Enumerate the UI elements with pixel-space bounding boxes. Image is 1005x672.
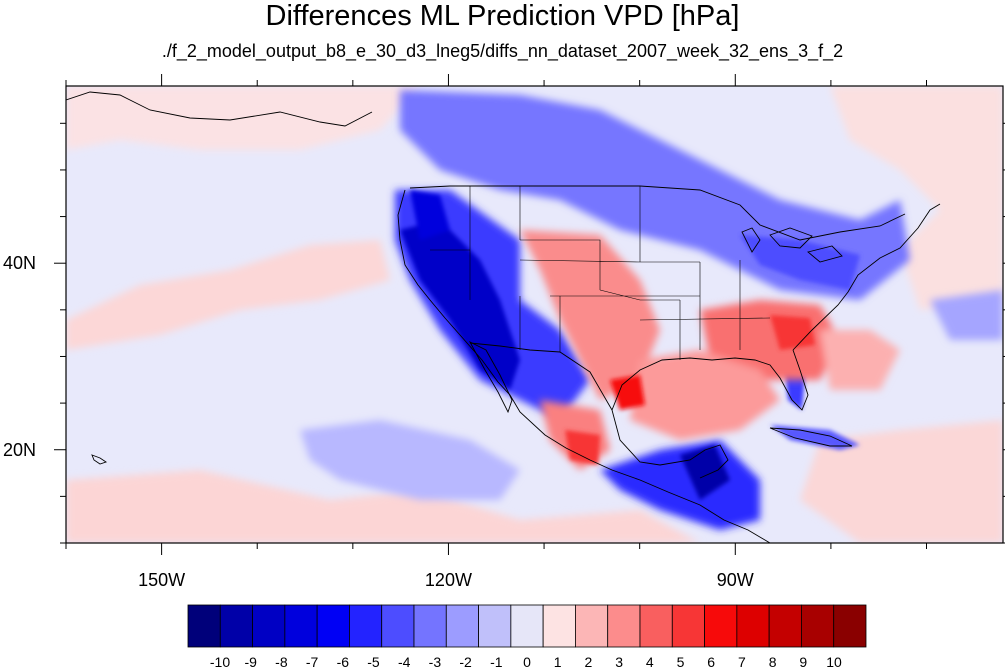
coastlines-and-borders bbox=[66, 91, 941, 543]
map-title: Differences ML Prediction VPD [hPa] bbox=[265, 0, 740, 32]
us-canada-border bbox=[409, 185, 906, 241]
us-mexico-border bbox=[469, 342, 613, 411]
colorbar-swatch bbox=[316, 604, 350, 648]
colorbar-label: 0 bbox=[523, 654, 531, 670]
field-red-plains bbox=[520, 230, 660, 400]
colorbar-swatch bbox=[219, 604, 253, 648]
field-pink-caribbean bbox=[800, 420, 1003, 543]
us-east-coast bbox=[792, 203, 941, 351]
colorbar-label: 1 bbox=[553, 654, 562, 670]
baja-california bbox=[468, 340, 513, 414]
colorbar-label: 8 bbox=[768, 654, 777, 670]
colorbar-swatch bbox=[671, 604, 705, 648]
difference-field bbox=[66, 86, 1003, 543]
colorbar-label: -1 bbox=[490, 654, 503, 670]
colorbar-label: -3 bbox=[428, 654, 442, 670]
colorbar-swatch bbox=[252, 604, 286, 648]
field-blue-pacific-southwest bbox=[300, 420, 520, 500]
field-pink-atlantic bbox=[830, 86, 1003, 310]
field-pink-pacific-west bbox=[66, 240, 390, 350]
gulf-of-mexico-coast bbox=[611, 349, 809, 411]
field-darkred-mexico-coast bbox=[565, 430, 600, 465]
colorbar-label: -8 bbox=[275, 654, 288, 670]
map-tick-marks bbox=[54, 74, 1005, 555]
map-subtitle: ./f_2_model_output_b8_e_30_d3_lneg5/diff… bbox=[161, 41, 844, 61]
colorbar-swatch bbox=[768, 604, 802, 648]
colorbar-swatch bbox=[510, 604, 544, 648]
lat-tick-label: 40N bbox=[2, 253, 36, 274]
colorbar-swatch bbox=[639, 604, 673, 648]
great-lakes bbox=[741, 227, 843, 263]
colorbar-swatch bbox=[187, 604, 221, 648]
colorbar-label: -7 bbox=[305, 654, 319, 670]
colorbar-swatch bbox=[381, 604, 415, 648]
colorbar-swatch bbox=[704, 604, 738, 648]
colorbar-label: -6 bbox=[336, 654, 350, 670]
colorbar-swatch bbox=[736, 604, 770, 648]
field-red-atlantic-east bbox=[820, 330, 900, 390]
colorbar-label: 9 bbox=[799, 654, 808, 670]
colorbar-label: 4 bbox=[645, 654, 654, 670]
colorbar-label: -5 bbox=[367, 654, 380, 670]
field-darkblue-california bbox=[400, 220, 520, 390]
field-pink-south-pacific bbox=[66, 470, 700, 543]
lon-tick-label: 120W bbox=[424, 570, 472, 590]
field-darkred-carolinas bbox=[770, 315, 815, 350]
colorbar-label: 3 bbox=[615, 654, 623, 670]
lon-tick-label: 150W bbox=[138, 570, 186, 590]
colorbar-swatch bbox=[413, 604, 447, 648]
field-darkblue-nwcoast bbox=[410, 190, 450, 240]
colorbar-label: -9 bbox=[244, 654, 257, 670]
map-frame bbox=[65, 85, 1004, 544]
colorbar-swatch bbox=[478, 604, 512, 648]
colorbar-swatch bbox=[575, 604, 609, 648]
colorbar-label: 7 bbox=[737, 654, 746, 670]
cuba bbox=[769, 427, 853, 447]
field-darkred-texas bbox=[610, 375, 645, 410]
colorbar-label: 6 bbox=[707, 654, 716, 670]
colorbar-swatch bbox=[833, 604, 867, 648]
colorbar-swatch bbox=[284, 604, 318, 648]
colorbar-label: 5 bbox=[676, 654, 685, 670]
hawaii bbox=[91, 454, 108, 465]
colorbar-swatch bbox=[801, 604, 835, 648]
colorbar-label: 2 bbox=[584, 654, 593, 670]
colorbar-label: -4 bbox=[397, 654, 411, 670]
north-america-west-coast bbox=[397, 189, 771, 543]
field-blue-atlantic bbox=[930, 290, 1003, 340]
alaska-coast bbox=[66, 91, 373, 127]
colorbar-label: -10 bbox=[209, 654, 231, 670]
lat-tick-label: 20N bbox=[2, 439, 36, 460]
colorbar-swatch bbox=[542, 604, 576, 648]
lon-tick-label: 90W bbox=[716, 570, 754, 590]
yucatan-coast bbox=[611, 409, 729, 479]
field-red-gulf bbox=[630, 350, 780, 440]
field-blue-cuba bbox=[770, 425, 860, 450]
colorbar-swatch bbox=[607, 604, 641, 648]
field-blue-great-lakes bbox=[740, 235, 860, 290]
vpd-difference-map bbox=[54, 74, 1005, 555]
us-state-lines bbox=[430, 186, 771, 360]
colorbar-swatch bbox=[349, 604, 383, 648]
colorbar-label: 10 bbox=[826, 654, 842, 670]
colorbar-label: -2 bbox=[459, 654, 472, 670]
colorbar-swatch bbox=[445, 604, 479, 648]
